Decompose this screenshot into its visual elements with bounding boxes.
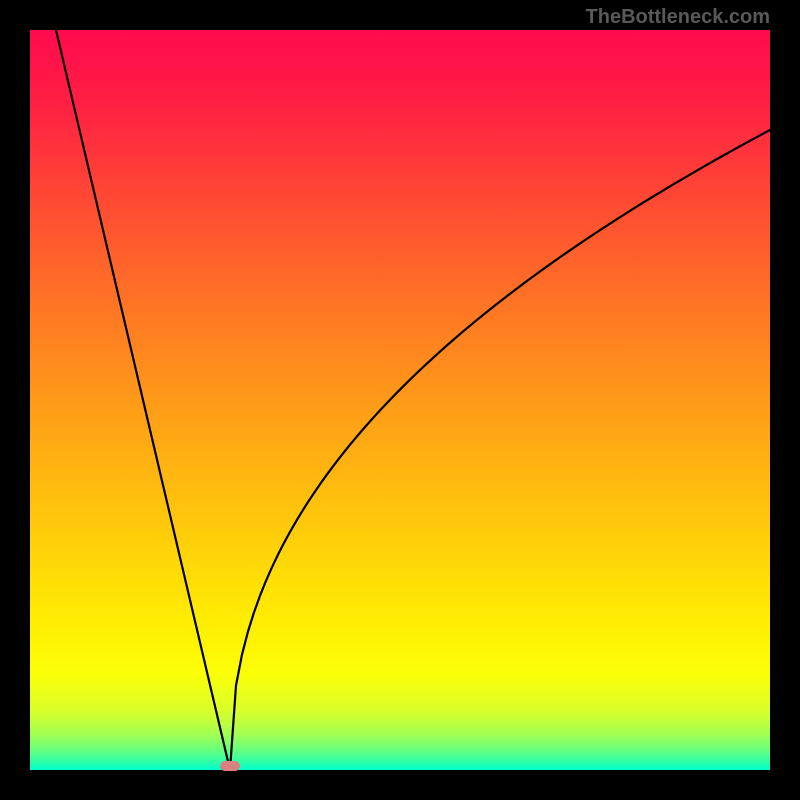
bottleneck-curve [56, 30, 770, 770]
chart-frame: TheBottleneck.com [0, 0, 800, 800]
watermark-text: TheBottleneck.com [586, 6, 770, 29]
bottleneck-curve-svg [30, 30, 770, 770]
plot-area [30, 30, 770, 770]
minimum-marker [220, 761, 240, 771]
